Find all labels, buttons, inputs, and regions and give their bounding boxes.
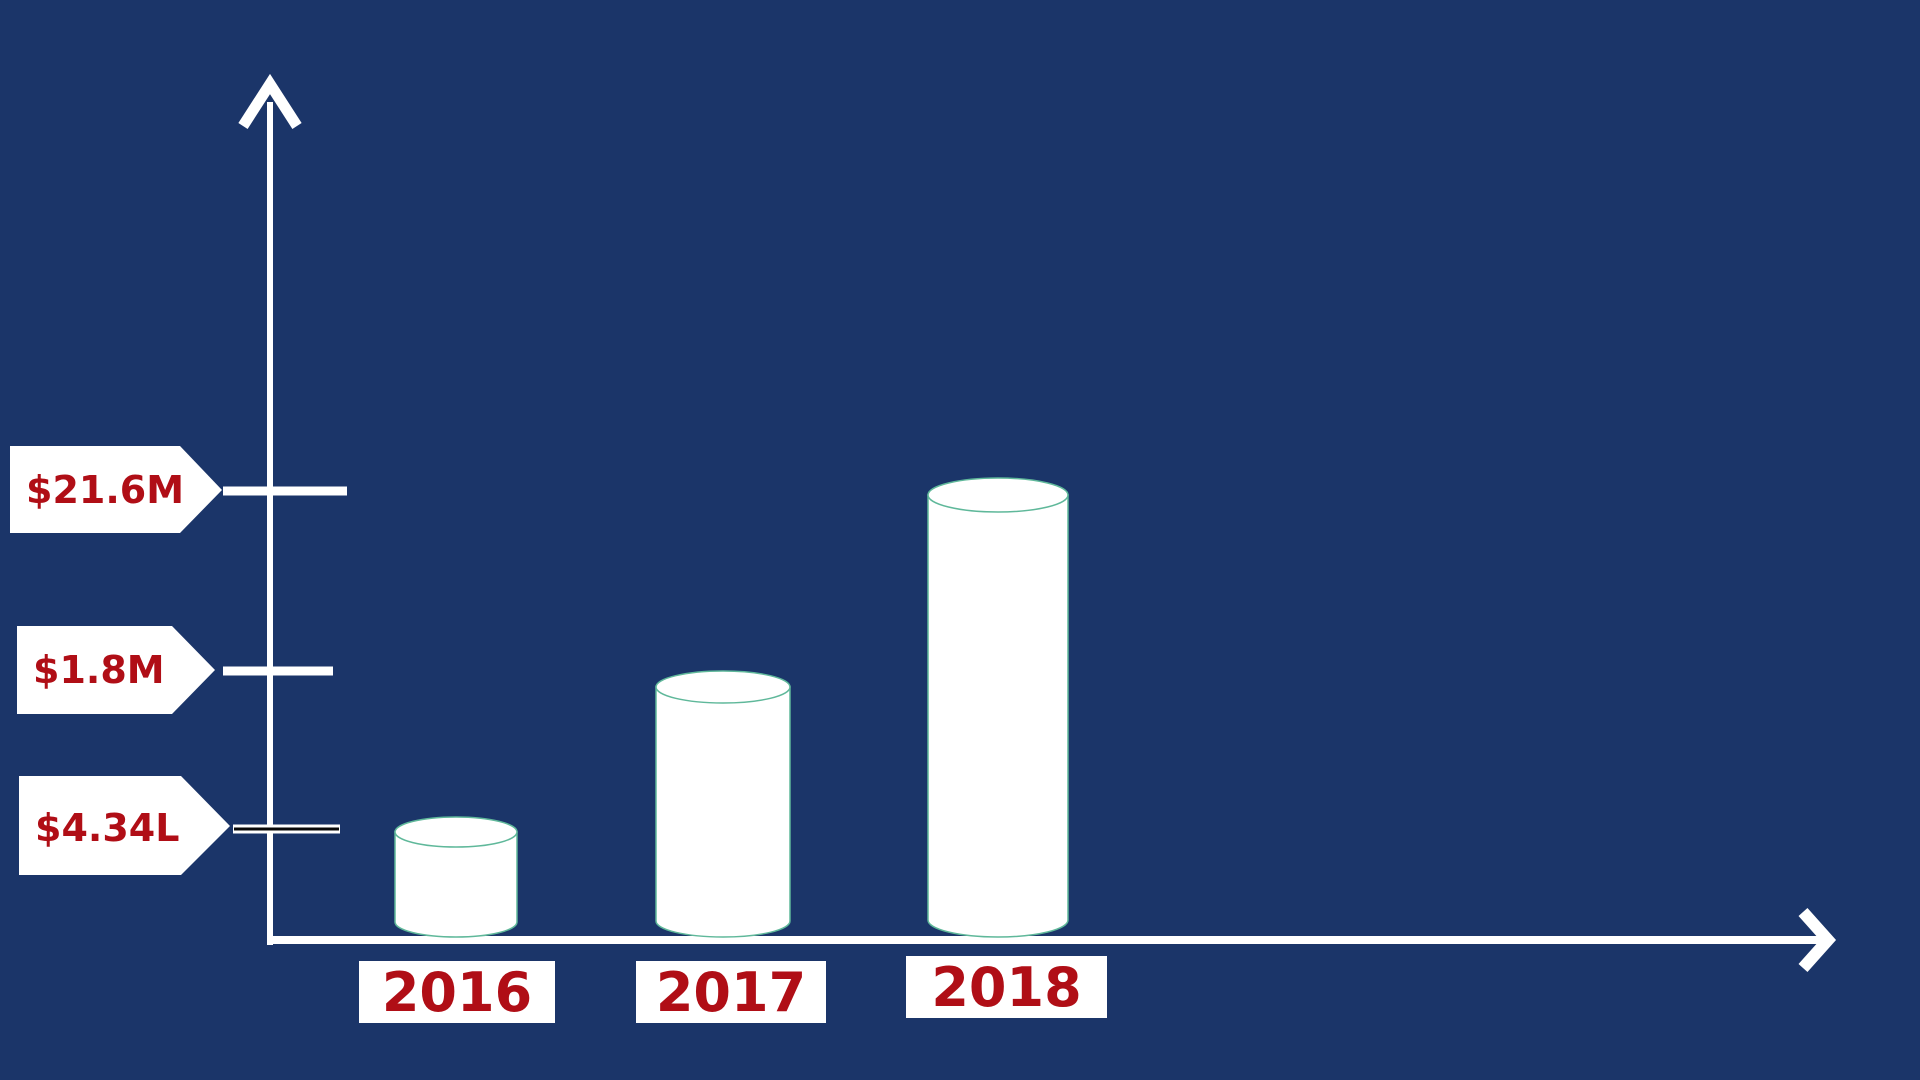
y-axis [238,73,302,945]
y-axis-arrowhead-icon [238,73,302,129]
category-label: 2018 [906,956,1107,1019]
value-label-shape [17,626,215,714]
bar [655,670,791,938]
value-label-tag: $21.6M [10,446,347,533]
bar-top [655,670,791,704]
bar [927,477,1069,938]
category-label: 2017 [636,961,826,1024]
value-label-text: $4.34L [35,806,179,850]
category-label-box [906,956,1107,1018]
x-axis-arrowhead-icon [1798,908,1837,972]
bar-top [927,477,1069,513]
value-label-text: $1.8M [33,648,165,692]
value-label-tag: $4.34L [19,776,340,875]
bar-body [927,494,1069,938]
value-label-tag: $1.8M [17,626,333,714]
category-label-text: 2017 [656,961,806,1024]
category-label-box [359,961,555,1023]
x-category-labels: 2016 2017 2018 [359,956,1107,1024]
bar-top [394,816,518,848]
category-label-box [636,961,826,1023]
value-label-text: $21.6M [26,468,184,512]
value-label-shape [10,446,222,533]
x-axis [267,908,1837,972]
category-label: 2016 [359,961,555,1024]
category-label-text: 2016 [382,961,532,1024]
bar-series [394,477,1069,938]
bar-body [394,831,518,938]
category-label-text: 2018 [931,956,1081,1019]
y-value-labels: $4.34L $1.8M $21.6M [10,446,347,875]
value-label-shape [19,776,230,875]
bar-body [655,686,791,938]
bar [394,816,518,938]
